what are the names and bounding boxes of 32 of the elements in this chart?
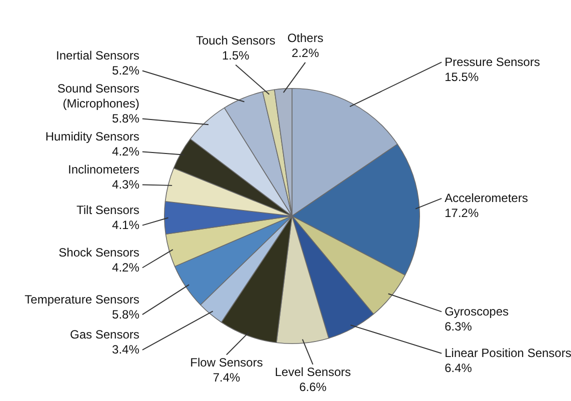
slice-label: Sound Sensors (Microphones) [57,82,140,111]
data-label: 6.4% [444,361,472,376]
data-label: 4.2% [112,260,140,275]
data-label: 4.3% [112,178,140,192]
slice-label: Shock Sensors [58,246,140,260]
data-label: 5.8% [112,307,140,322]
data-label: 2.2% [292,46,320,60]
slice-label: Gas Sensors [70,328,140,342]
data-label: 7.4% [212,370,240,385]
slice-label: Linear Position Sensors [444,346,571,360]
data-label: 4.2% [112,144,140,159]
slice-label: Gyroscopes [444,304,509,318]
slice-label: Flow Sensors [190,356,263,370]
slice-label: Accelerometers [444,191,528,206]
slice-label: Tilt Sensors [76,203,140,218]
slice-label: Touch Sensors [196,34,276,48]
data-label: 6.6% [299,380,327,394]
slice-label: Humidity Sensors [45,130,140,144]
data-label: 4.1% [112,218,140,232]
slice-label: Others [287,31,324,46]
slice-label: Pressure Sensors [444,54,540,69]
data-label: 17.2% [444,206,479,220]
data-label: 5.8% [112,112,140,126]
data-label: 6.3% [444,319,472,334]
data-label: 1.5% [222,48,250,63]
slice-label: Inertial Sensors [56,48,140,63]
slice-label: Level Sensors [274,365,351,380]
data-label: 3.4% [112,342,140,357]
slice-label: Temperature Sensors [24,292,140,306]
data-label: 15.5% [444,70,479,84]
data-label: 5.2% [112,64,140,78]
slice-label: Inclinometers [68,162,140,177]
